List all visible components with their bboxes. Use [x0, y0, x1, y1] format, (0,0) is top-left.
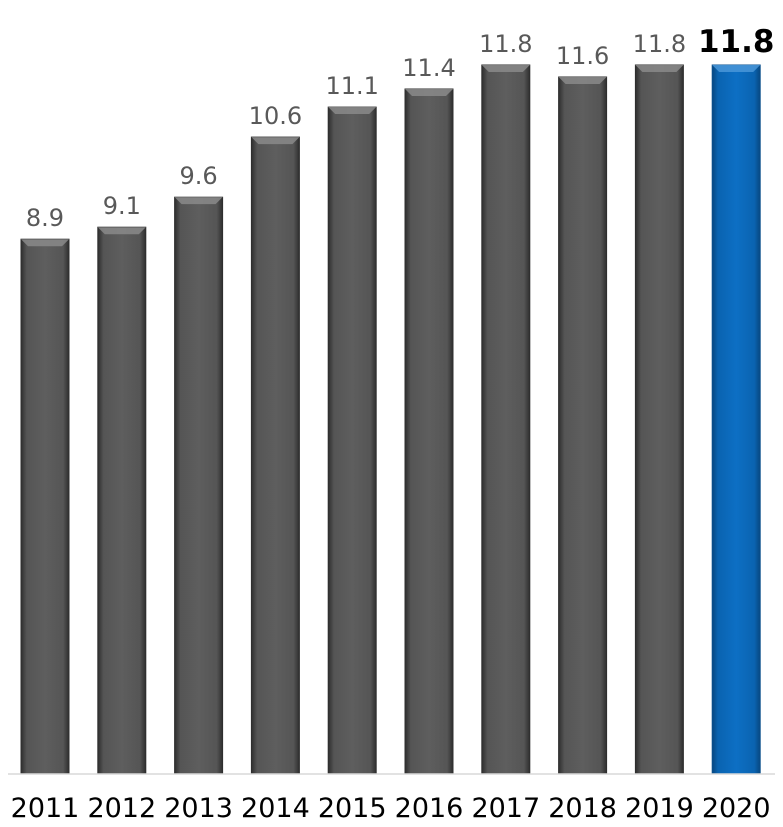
bar-bevel-2020: [712, 65, 761, 72]
bar-bevel-2014: [251, 137, 300, 145]
bar-bevel-2019: [635, 65, 684, 72]
value-label-2012: 9.1: [103, 192, 141, 220]
bar-2013: [174, 196, 224, 775]
bar-bevel-2016: [405, 89, 453, 97]
bar-bevel-2012: [97, 227, 146, 235]
x-tick-label-2013: 2013: [164, 793, 233, 824]
value-label-2011: 8.9: [26, 204, 64, 232]
x-tick-label-2015: 2015: [318, 793, 387, 824]
value-label-2014: 10.6: [249, 102, 302, 130]
x-tick-label-2019: 2019: [625, 793, 694, 824]
bar-2020: [711, 64, 761, 775]
x-tick-label-2016: 2016: [395, 793, 464, 824]
bar-2016: [404, 88, 454, 775]
value-label-2020: 11.8: [698, 24, 775, 60]
value-label-2017: 11.8: [479, 30, 532, 58]
bar-2019: [634, 64, 684, 775]
bar-bevel-2017: [481, 65, 530, 72]
x-tick-label-2020: 2020: [702, 793, 771, 824]
bar-2014: [250, 136, 300, 775]
value-label-2018: 11.6: [556, 42, 609, 70]
x-tick-label-2012: 2012: [87, 793, 156, 824]
value-label-2015: 11.1: [325, 72, 378, 100]
value-label-2016: 11.4: [402, 54, 455, 82]
bars-layer: [20, 64, 761, 775]
x-tick-labels: 2011 2012 2013 2014 2015 2016 2017 2018 2019 2020: [11, 793, 771, 824]
bar-bevel-2013: [174, 197, 223, 205]
bar-2012: [97, 226, 147, 775]
x-tick-label-2017: 2017: [471, 793, 540, 824]
bar-2018: [558, 76, 608, 775]
value-label-2019: 11.8: [633, 30, 686, 58]
x-tick-label-2018: 2018: [548, 793, 617, 824]
bar-bevel-2015: [328, 107, 377, 115]
value-labels-layer: 8.9 9.1 9.6 10.6 11.1 11.4 11.8 11.6 11.8 11.8: [26, 24, 775, 232]
bar-2015: [327, 106, 377, 775]
bar-2017: [481, 64, 531, 775]
x-tick-label-2014: 2014: [241, 793, 310, 824]
bar-2011: [20, 238, 70, 775]
x-tick-label-2011: 2011: [11, 793, 80, 824]
bar-bevel-2011: [21, 239, 69, 247]
value-label-2013: 9.6: [180, 162, 218, 190]
bar-bevel-2018: [558, 77, 607, 85]
